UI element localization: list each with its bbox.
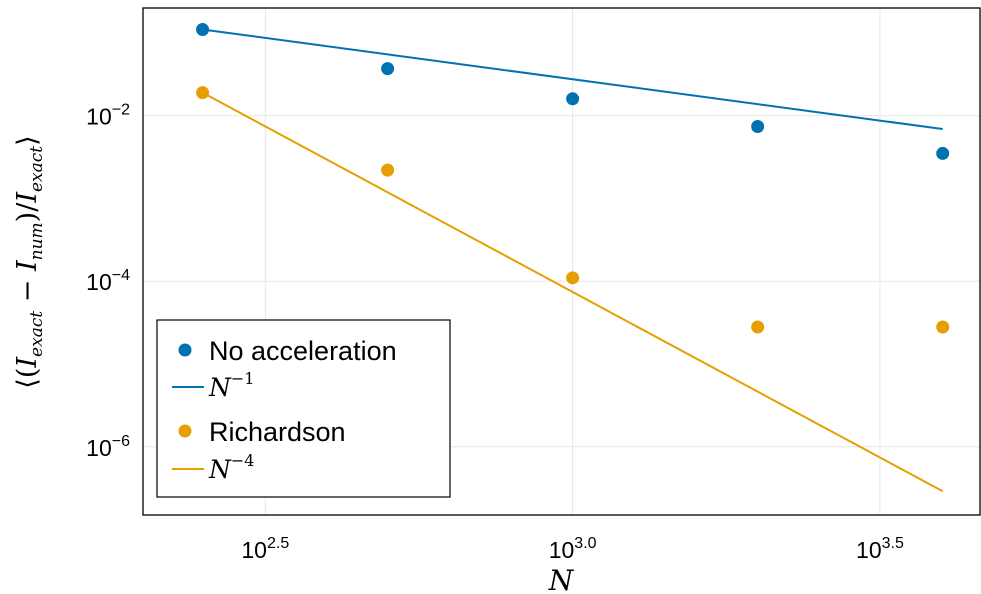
legend-n4-base: N xyxy=(208,455,232,484)
x-tick-label-1: 103.0 xyxy=(549,535,597,563)
y-title-i3: I xyxy=(12,191,43,204)
x-tick-exp-0: 2.5 xyxy=(267,535,289,552)
x-tick-labels: 102.5 103.0 103.5 xyxy=(241,535,904,563)
data-points xyxy=(196,22,950,334)
point-richardson-0 xyxy=(196,86,210,100)
legend-label-n-minus-1: N−1 xyxy=(208,369,254,402)
point-richardson-2 xyxy=(566,271,580,285)
legend-label-richardson: Richardson xyxy=(209,417,346,447)
legend-marker-richardson xyxy=(178,424,192,438)
y-title-open: ⟨( xyxy=(12,368,43,389)
legend-n1-base: N xyxy=(208,373,232,402)
y-axis-title: ⟨(Iexact − Inum)/Iexact⟩ xyxy=(12,135,47,388)
legend-label-no-acceleration: No acceleration xyxy=(209,336,397,366)
fit-line-1 xyxy=(202,91,944,493)
x-tick-base-2: 10 xyxy=(856,537,882,563)
point-richardson-1 xyxy=(381,163,395,177)
y-title-close: ⟩ xyxy=(12,135,43,146)
point-no-acceleration-4 xyxy=(936,146,950,160)
x-axis-title: N xyxy=(548,564,575,594)
point-no-acceleration-1 xyxy=(381,62,395,76)
legend-n4-exp: −4 xyxy=(231,451,255,470)
legend-n1-exp: −1 xyxy=(231,369,255,388)
y-title-i2: I xyxy=(12,259,43,272)
legend-box xyxy=(156,319,451,498)
fit-line-0 xyxy=(202,28,943,131)
point-no-acceleration-3 xyxy=(751,120,765,134)
y-tick-label-2: 10−6 xyxy=(86,433,130,461)
y-tick-labels: 10−210−410−6 xyxy=(86,102,130,461)
x-tick-label-2: 103.5 xyxy=(856,535,904,563)
fit-lines xyxy=(202,28,944,493)
y-tick-base-0: 10 xyxy=(86,104,112,130)
x-tick-exp-2: 3.5 xyxy=(882,535,904,552)
y-tick-exp-1: −4 xyxy=(112,267,130,284)
x-tick-base-1: 10 xyxy=(549,537,575,563)
x-tick-label-0: 102.5 xyxy=(241,535,289,563)
y-title-sub2: num xyxy=(27,222,47,260)
y-tick-base-1: 10 xyxy=(86,269,112,295)
legend: No acceleration N−1 Richardson N−4 xyxy=(156,319,451,498)
plot-frame xyxy=(142,7,981,516)
legend-marker-no-acceleration xyxy=(178,343,192,357)
y-tick-exp-2: −6 xyxy=(112,433,130,450)
y-tick-label-0: 10−2 xyxy=(86,102,130,130)
point-richardson-4 xyxy=(936,320,950,334)
y-title-mid: )/ xyxy=(12,202,43,223)
y-tick-exp-0: −2 xyxy=(112,102,130,119)
legend-label-n-minus-4: N−4 xyxy=(208,451,254,484)
x-tick-exp-1: 3.0 xyxy=(574,535,596,552)
point-no-acceleration-2 xyxy=(566,92,580,106)
y-title-minus: − xyxy=(12,271,43,311)
point-richardson-3 xyxy=(751,320,765,334)
x-tick-base-0: 10 xyxy=(241,537,267,563)
y-title-i1: I xyxy=(12,356,43,369)
point-no-acceleration-0 xyxy=(196,22,210,36)
y-tick-base-2: 10 xyxy=(86,435,112,461)
y-title-sub1: exact xyxy=(27,311,47,357)
y-title-sub3: exact xyxy=(27,146,47,192)
y-tick-label-1: 10−4 xyxy=(86,267,130,295)
